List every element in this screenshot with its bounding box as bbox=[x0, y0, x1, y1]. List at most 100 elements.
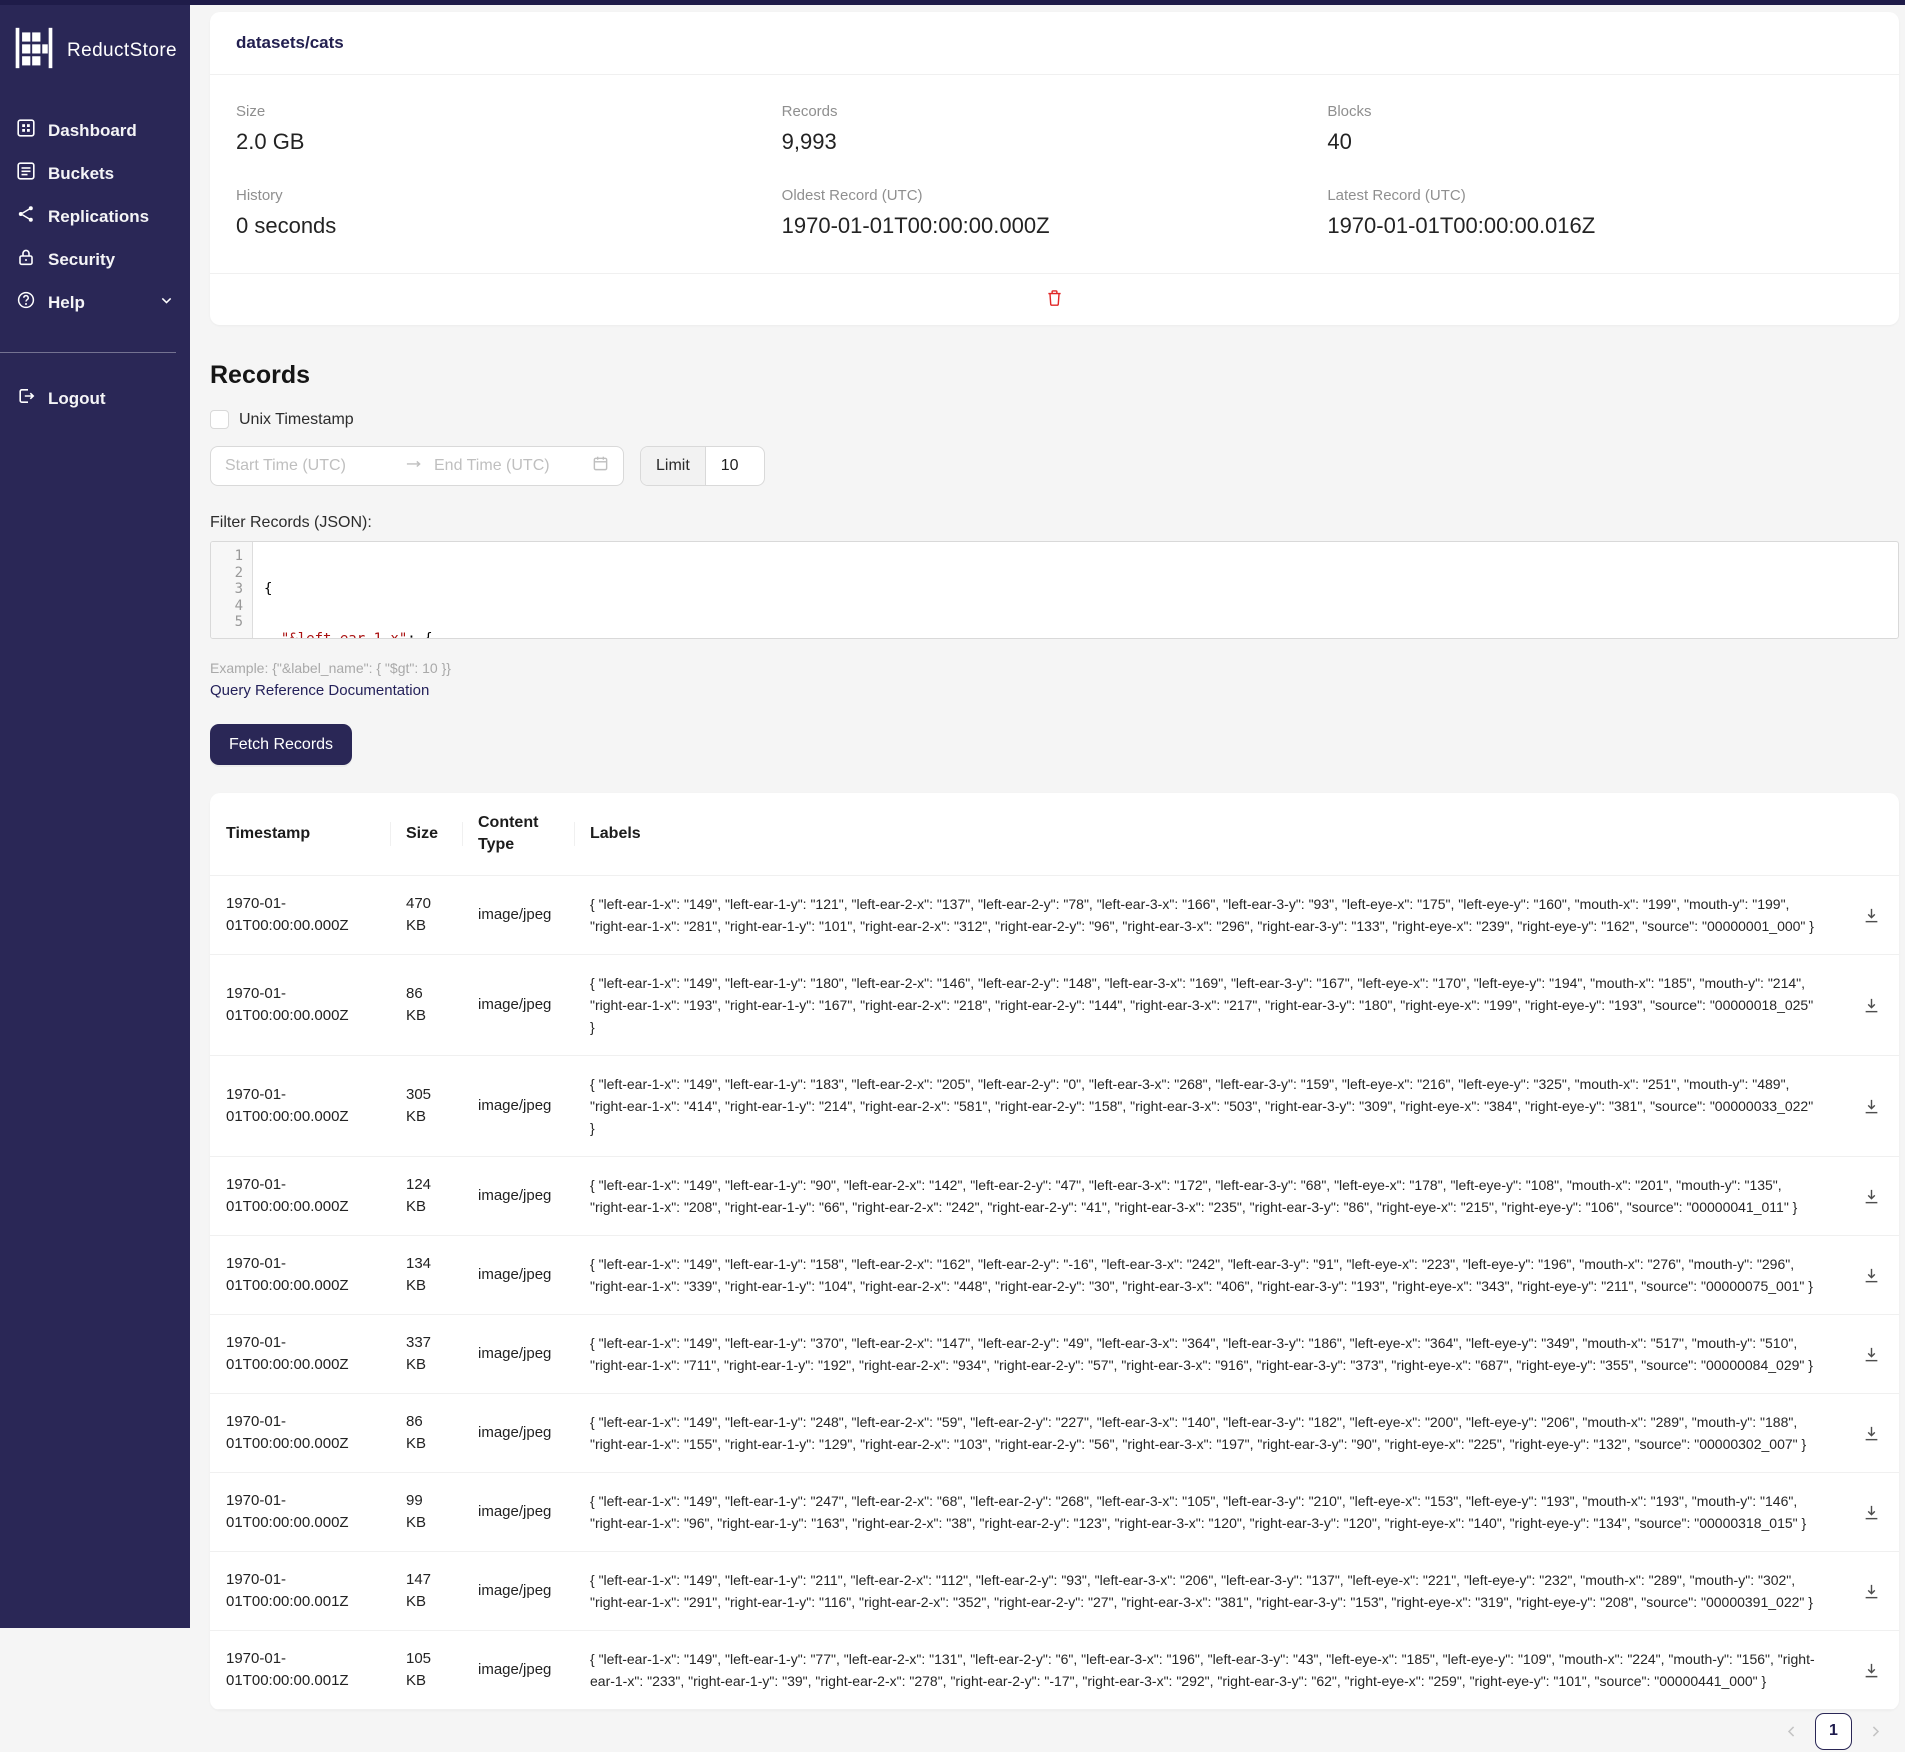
sidebar-item-security[interactable]: Security bbox=[0, 238, 190, 281]
lock-icon bbox=[17, 248, 35, 271]
record-timestamp: 1970-01-01T00:00:00.000Z bbox=[210, 1236, 390, 1314]
record-content-type: image/jpeg bbox=[462, 1642, 574, 1698]
record-labels: { "left-ear-1-x": "149", "left-ear-1-y":… bbox=[574, 1473, 1843, 1551]
table-row: 1970-01-01T00:00:00.001Z 105 KB image/jp… bbox=[210, 1631, 1899, 1710]
previous-page-icon[interactable] bbox=[1784, 1724, 1799, 1739]
sidebar-item-buckets[interactable]: Buckets bbox=[0, 152, 190, 195]
table-row: 1970-01-01T00:00:00.000Z 134 KB image/jp… bbox=[210, 1236, 1899, 1315]
stat-latest-record: Latest Record (UTC) 1970-01-01T00:00:00.… bbox=[1327, 187, 1873, 239]
record-labels: { "left-ear-1-x": "149", "left-ear-1-y":… bbox=[574, 1631, 1843, 1709]
sidebar-item-label: Security bbox=[48, 250, 115, 270]
brand-block[interactable]: ReductStore bbox=[0, 0, 190, 83]
calendar-icon bbox=[592, 455, 609, 477]
bucket-stats: Size 2.0 GB Records 9,993 Blocks 40 Hist… bbox=[210, 75, 1899, 273]
filter-records-label: Filter Records (JSON): bbox=[210, 514, 1899, 532]
record-content-type: image/jpeg bbox=[462, 1405, 574, 1461]
download-icon[interactable] bbox=[1863, 1504, 1880, 1521]
sidebar-item-help[interactable]: Help bbox=[0, 281, 190, 324]
record-content-type: image/jpeg bbox=[462, 1484, 574, 1540]
record-content-type: image/jpeg bbox=[462, 1326, 574, 1382]
chevron-down-icon bbox=[159, 293, 174, 313]
fetch-records-button[interactable]: Fetch Records bbox=[210, 724, 352, 765]
main-content: datasets/cats Size 2.0 GB Records 9,993 … bbox=[190, 0, 1905, 1628]
record-timestamp: 1970-01-01T00:00:00.000Z bbox=[210, 1315, 390, 1393]
header-timestamp: Timestamp bbox=[210, 804, 390, 864]
editor-code: { "&left-ear-1-x": { "$eq": 149 } } bbox=[253, 542, 433, 638]
unix-timestamp-label: Unix Timestamp bbox=[239, 411, 354, 429]
page-number-button[interactable]: 1 bbox=[1815, 1713, 1852, 1750]
limit-input-group: Limit 10 bbox=[640, 446, 765, 486]
help-icon bbox=[17, 291, 35, 314]
brand-name: ReductStore bbox=[67, 40, 177, 62]
sidebar-item-dashboard[interactable]: Dashboard bbox=[0, 109, 190, 152]
record-labels: { "left-ear-1-x": "149", "left-ear-1-y":… bbox=[574, 1056, 1843, 1156]
download-icon[interactable] bbox=[1863, 1662, 1880, 1679]
table-row: 1970-01-01T00:00:00.001Z 147 KB image/jp… bbox=[210, 1552, 1899, 1631]
bucket-card-footer bbox=[210, 273, 1899, 325]
download-icon[interactable] bbox=[1863, 1188, 1880, 1205]
record-size: 86 KB bbox=[390, 1394, 462, 1472]
sidebar-item-label: Help bbox=[48, 293, 85, 313]
logout-button[interactable]: Logout bbox=[0, 377, 190, 420]
download-icon[interactable] bbox=[1863, 1425, 1880, 1442]
table-row: 1970-01-01T00:00:00.000Z 337 KB image/jp… bbox=[210, 1315, 1899, 1394]
table-row: 1970-01-01T00:00:00.000Z 305 KB image/jp… bbox=[210, 1056, 1899, 1157]
sidebar-item-label: Replications bbox=[48, 207, 149, 227]
next-page-icon[interactable] bbox=[1868, 1724, 1883, 1739]
record-size: 105 KB bbox=[390, 1631, 462, 1709]
record-size: 337 KB bbox=[390, 1315, 462, 1393]
record-timestamp: 1970-01-01T00:00:00.000Z bbox=[210, 1067, 390, 1145]
table-header-row: Timestamp Size Content Type Labels bbox=[210, 793, 1899, 876]
sidebar: ReductStore Dashboard bbox=[0, 0, 190, 1628]
records-table: Timestamp Size Content Type Labels 1970-… bbox=[210, 793, 1899, 1710]
delete-entry-button[interactable] bbox=[1040, 287, 1069, 309]
bucket-card: datasets/cats Size 2.0 GB Records 9,993 … bbox=[210, 12, 1899, 325]
record-labels: { "left-ear-1-x": "149", "left-ear-1-y":… bbox=[574, 1315, 1843, 1393]
sidebar-menu: Dashboard Buckets bbox=[0, 109, 190, 324]
record-size: 134 KB bbox=[390, 1236, 462, 1314]
window-top-edge bbox=[0, 0, 1905, 5]
record-timestamp: 1970-01-01T00:00:00.000Z bbox=[210, 1473, 390, 1551]
download-icon[interactable] bbox=[1863, 1583, 1880, 1600]
limit-input[interactable]: 10 bbox=[706, 447, 764, 485]
record-size: 86 KB bbox=[390, 966, 462, 1044]
filter-example: Example: {"&label_name": { "$gt": 10 }} bbox=[210, 660, 1899, 676]
record-size: 124 KB bbox=[390, 1157, 462, 1235]
stat-blocks: Blocks 40 bbox=[1327, 103, 1873, 155]
end-time-input[interactable]: End Time (UTC) bbox=[434, 457, 592, 475]
time-range-picker[interactable]: Start Time (UTC) End Time (UTC) bbox=[210, 446, 624, 486]
record-content-type: image/jpeg bbox=[462, 1247, 574, 1303]
sidebar-item-replications[interactable]: Replications bbox=[0, 195, 190, 238]
record-size: 147 KB bbox=[390, 1552, 462, 1630]
download-icon[interactable] bbox=[1863, 1346, 1880, 1363]
record-timestamp: 1970-01-01T00:00:00.000Z bbox=[210, 1157, 390, 1235]
replications-icon bbox=[17, 205, 35, 228]
filter-json-editor[interactable]: 1 2 3 4 5 { "&left-ear-1-x": { "$eq": 14… bbox=[210, 541, 1899, 639]
table-row: 1970-01-01T00:00:00.000Z 86 KB image/jpe… bbox=[210, 955, 1899, 1056]
download-icon[interactable] bbox=[1863, 1098, 1880, 1115]
download-icon[interactable] bbox=[1863, 1267, 1880, 1284]
header-content-type: Content Type bbox=[462, 793, 574, 875]
stat-size: Size 2.0 GB bbox=[236, 103, 782, 155]
table-row: 1970-01-01T00:00:00.000Z 124 KB image/jp… bbox=[210, 1157, 1899, 1236]
header-actions bbox=[1843, 817, 1899, 851]
table-row: 1970-01-01T00:00:00.000Z 99 KB image/jpe… bbox=[210, 1473, 1899, 1552]
bucket-title: datasets/cats bbox=[236, 33, 1873, 53]
query-controls: Start Time (UTC) End Time (UTC) Limit 10 bbox=[210, 446, 1899, 486]
record-labels: { "left-ear-1-x": "149", "left-ear-1-y":… bbox=[574, 1236, 1843, 1314]
unix-timestamp-checkbox[interactable] bbox=[210, 410, 229, 429]
editor-line-numbers: 1 2 3 4 5 bbox=[211, 542, 253, 638]
pagination: 1 bbox=[210, 1710, 1899, 1752]
record-content-type: image/jpeg bbox=[462, 887, 574, 943]
query-reference-link[interactable]: Query Reference Documentation bbox=[210, 682, 429, 699]
logout-label: Logout bbox=[48, 389, 106, 409]
record-timestamp: 1970-01-01T00:00:00.000Z bbox=[210, 1394, 390, 1472]
download-icon[interactable] bbox=[1863, 907, 1880, 924]
start-time-input[interactable]: Start Time (UTC) bbox=[225, 457, 405, 475]
header-labels: Labels bbox=[574, 804, 1843, 864]
stat-records: Records 9,993 bbox=[782, 103, 1328, 155]
download-icon[interactable] bbox=[1863, 997, 1880, 1014]
sidebar-item-label: Dashboard bbox=[48, 121, 137, 141]
dashboard-icon bbox=[17, 119, 35, 142]
record-timestamp: 1970-01-01T00:00:00.000Z bbox=[210, 876, 390, 954]
